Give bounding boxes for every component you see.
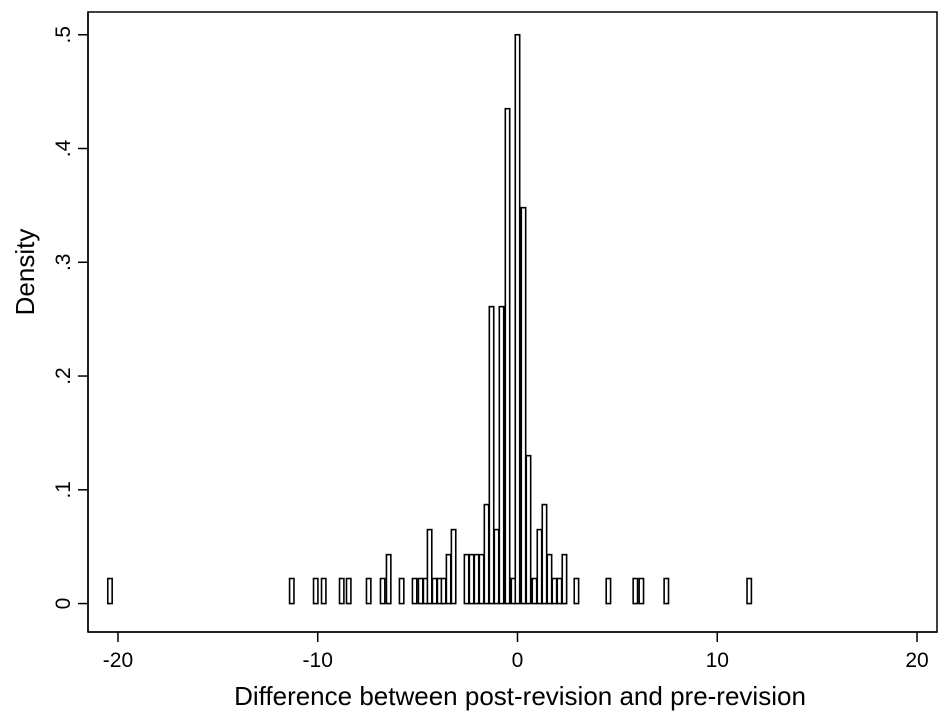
histogram-bar-30 [520,206,527,605]
histogram-bar-34 [541,503,548,605]
histogram-bar-14 [431,577,438,605]
histogram-bar-10 [411,577,418,605]
histogram-bar-6 [365,577,372,605]
histogram-bar-2 [312,577,319,605]
histogram-bar-42 [638,577,645,605]
histogram-bar-22 [478,553,485,605]
histogram-bar-31 [525,454,532,605]
histogram-bar-36 [551,577,558,605]
histogram-bar-17 [445,553,452,605]
y-tick-label: .2 [52,367,75,385]
x-axis-ticks: -20 -10 0 10 20 [103,632,929,672]
y-tick-label: 0 [52,598,75,610]
histogram-bars [106,33,753,605]
histogram-bar-38 [561,553,568,605]
histogram-bar-32 [531,577,538,605]
histogram-bar-33 [536,528,543,605]
histogram-bar-0 [106,577,113,605]
histogram-bar-16 [440,577,447,605]
histogram-bar-24 [488,305,495,605]
histogram-bar-29 [514,33,521,605]
histogram-bar-40 [605,577,612,605]
x-axis-title: Difference between post-revision and pre… [234,681,806,711]
y-axis-ticks: 0 .1 .2 .3 .4 .5 [52,26,88,609]
histogram-bar-9 [398,577,405,605]
histogram-bar-41 [632,577,639,605]
x-tick-label: 0 [512,649,524,672]
histogram-bar-37 [556,577,563,605]
histogram-bar-18 [450,528,457,605]
histogram-bar-19 [463,553,470,605]
histogram-bar-27 [504,107,511,605]
histogram-bar-21 [473,553,480,605]
x-tick-label: -10 [303,649,333,672]
histogram-bar-4 [338,577,345,605]
y-tick-label: .4 [52,139,75,157]
histogram-bar-3 [320,577,327,605]
histogram-bar-7 [379,577,386,605]
histogram-bar-23 [483,503,490,605]
histogram-bar-5 [345,577,352,605]
x-tick-label: -20 [103,649,133,672]
histogram-bar-25 [493,528,500,605]
y-tick-label: .1 [52,481,75,499]
histogram-bar-26 [498,305,505,605]
histogram-bar-8 [385,553,392,605]
x-tick-label: 10 [706,649,729,672]
histogram-bar-11 [417,577,424,605]
y-axis-title: Density [10,229,40,316]
histogram-bar-13 [426,528,433,605]
histogram-bar-44 [746,577,753,605]
y-tick-label: .3 [52,254,75,272]
histogram-bar-20 [468,553,475,605]
histogram-bar-43 [663,577,670,605]
histogram-bar-35 [546,553,553,605]
x-tick-label: 20 [905,649,928,672]
histogram-bar-39 [573,577,580,605]
histogram-bar-1 [288,577,295,605]
y-tick-label: .5 [52,26,75,44]
plot-area-frame [87,11,938,633]
